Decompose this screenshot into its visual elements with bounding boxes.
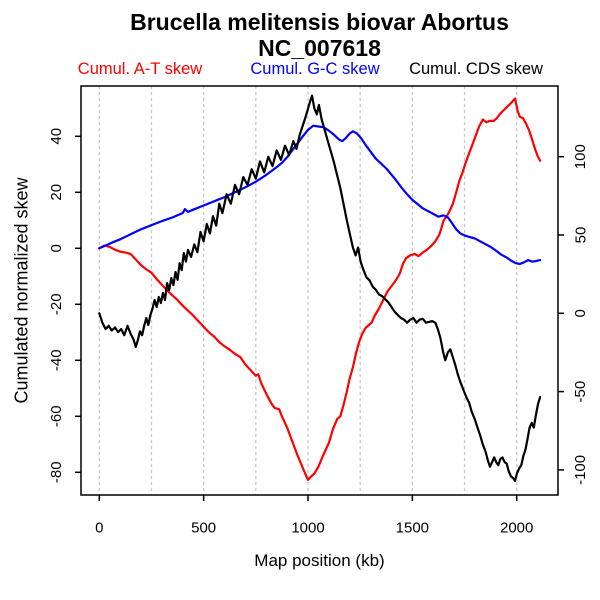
series-line-cumul-a-t-skew (98, 97, 542, 481)
series-line-cumul-cds-skew (98, 94, 542, 482)
legend-gc-skew: Cumul. G-C skew (250, 60, 380, 78)
x-tick-label-2000: 2000 (500, 519, 533, 536)
left-tick-label--20: -20 (48, 293, 65, 315)
series-line-cumul-g-c-skew (98, 124, 542, 266)
chart-title-line1: Brucella melitensis biovar Abortus (130, 9, 509, 35)
x-tick-label-500: 500 (191, 519, 216, 536)
right-tick-label-50: 50 (572, 227, 589, 244)
left-tick-label--80: -80 (48, 461, 65, 483)
legend-cds-skew: Cumul. CDS skew (409, 60, 543, 78)
chart-title-line2: NC_007618 (258, 35, 381, 61)
x-axis-title: Map position (kb) (254, 551, 384, 570)
x-tick-label-0: 0 (95, 519, 103, 536)
x-tick-label-1000: 1000 (291, 519, 324, 536)
y-axis-title: Cumulated normalized skew (11, 176, 31, 403)
chart-title: Brucella melitensis biovar Abortus NC_00… (81, 9, 558, 61)
left-tick-label-40: 40 (48, 128, 65, 145)
plot-border (80, 85, 559, 496)
left-tick-label--60: -60 (48, 405, 65, 427)
left-tick-label--40: -40 (48, 349, 65, 371)
right-tick-label-100: 100 (572, 144, 589, 169)
legend-at-skew: Cumul. A-T skew (77, 60, 203, 78)
x-tick-label-1500: 1500 (396, 519, 429, 536)
right-tick-label-0: 0 (572, 309, 589, 317)
right-tick-label--50: -50 (572, 381, 589, 403)
left-tick-label-0: 0 (48, 244, 65, 252)
left-tick-label-20: 20 (48, 184, 65, 201)
right-tick-label--100: -100 (572, 455, 589, 485)
